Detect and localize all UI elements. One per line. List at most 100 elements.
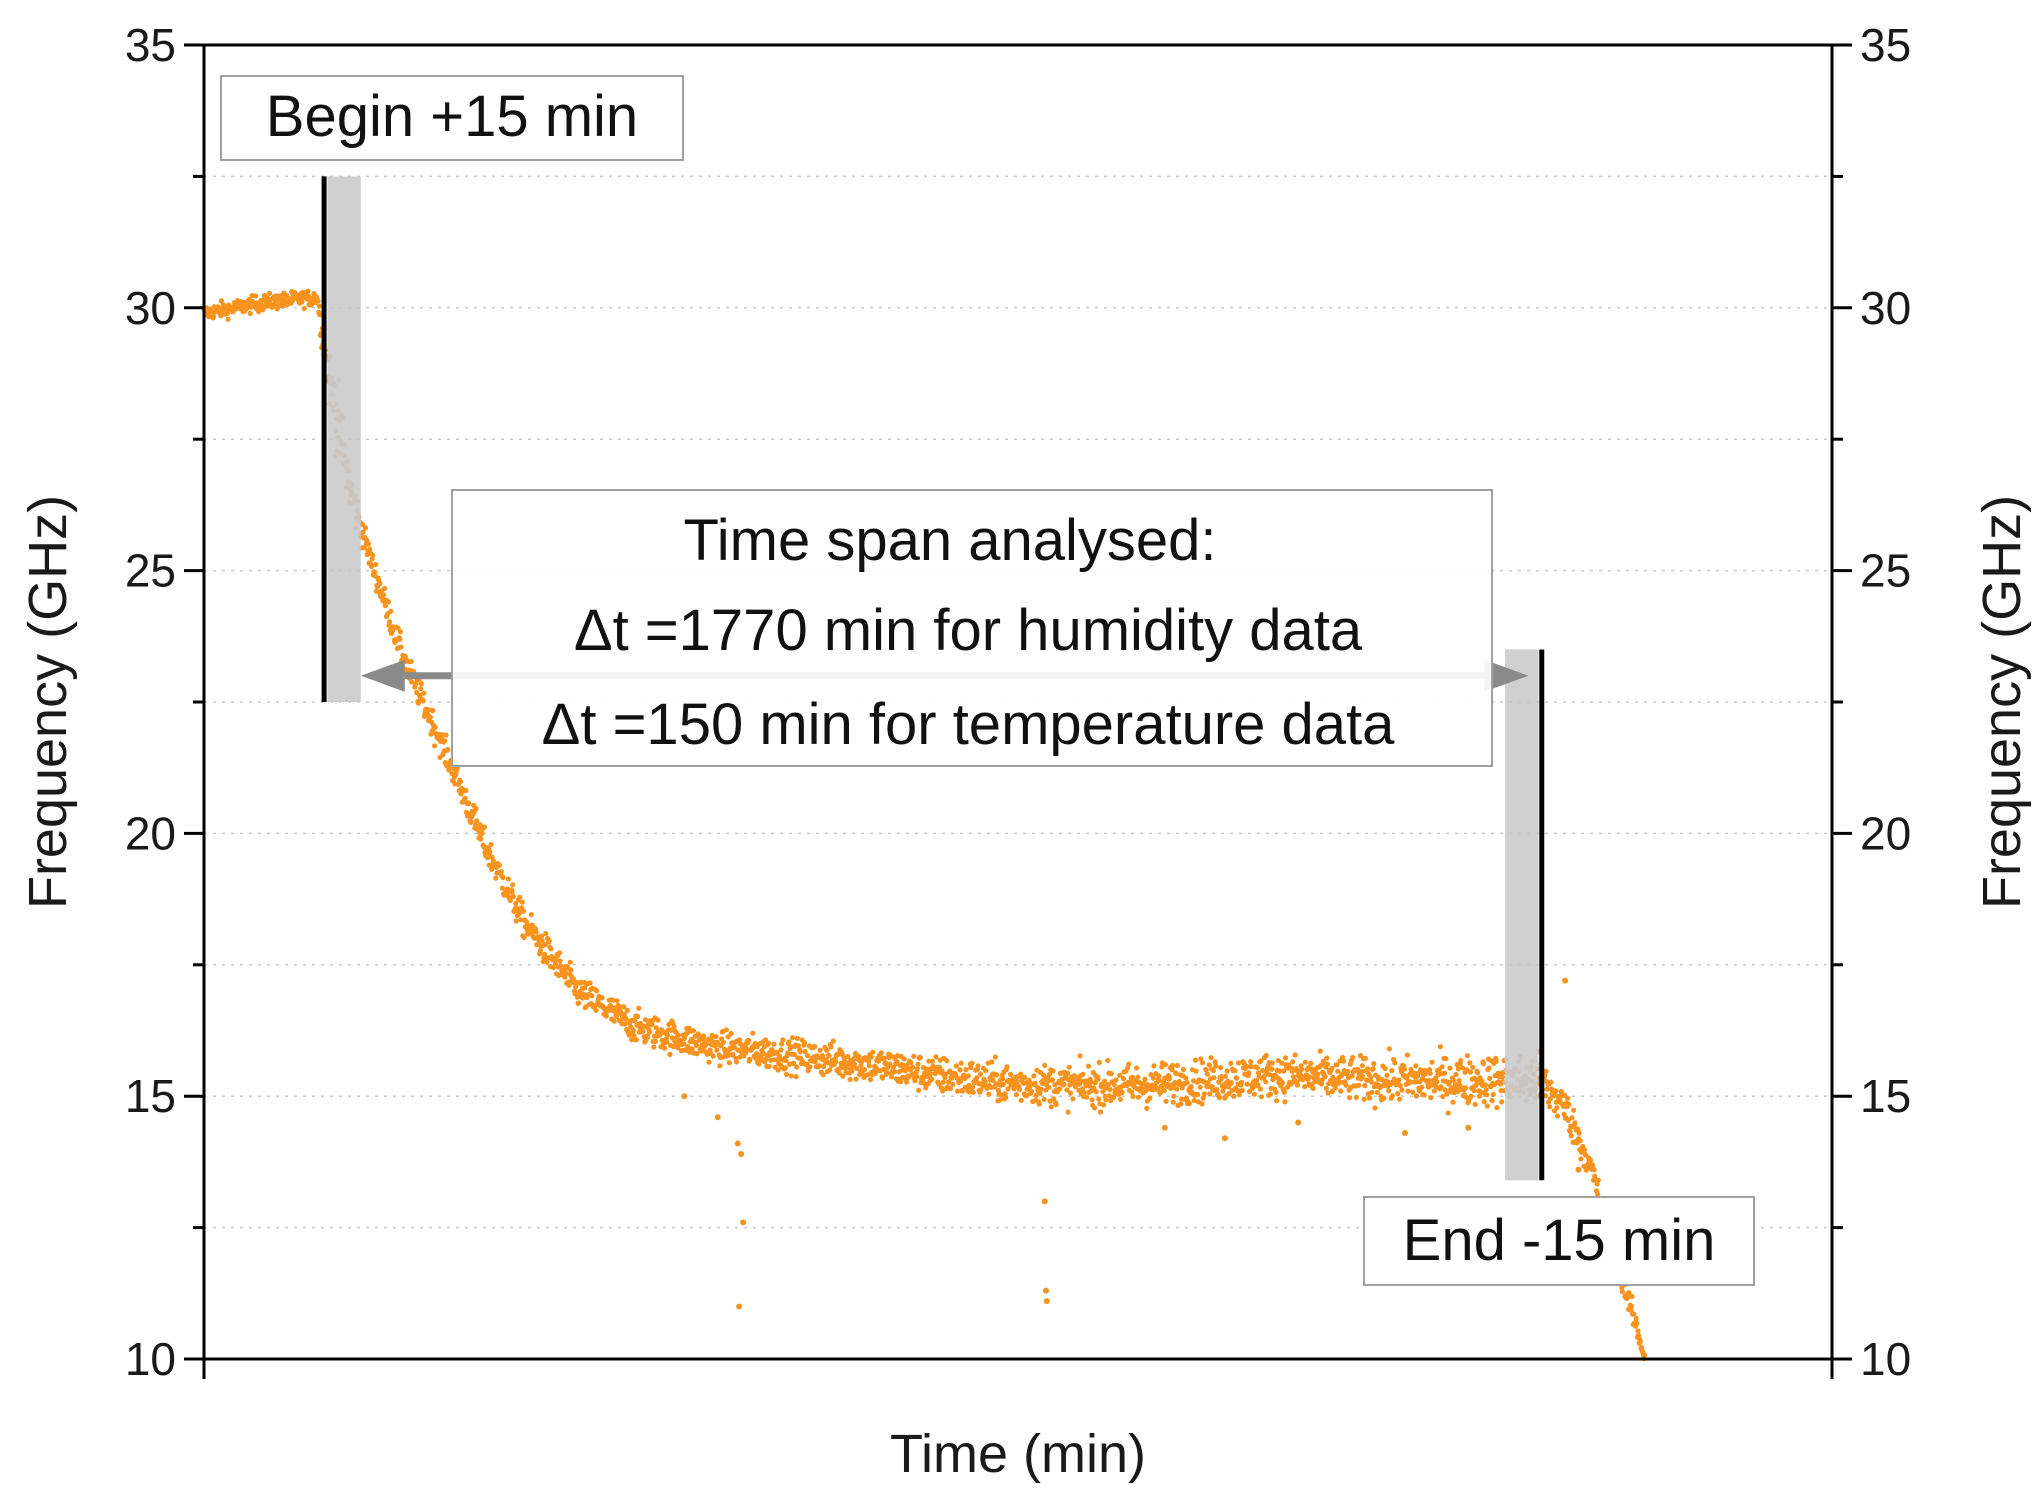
data-point [782, 1065, 788, 1071]
data-point [1000, 1081, 1006, 1088]
data-point [552, 961, 558, 967]
data-point [474, 818, 480, 824]
data-point [916, 1087, 922, 1093]
data-point [543, 930, 549, 937]
data-point [624, 1007, 630, 1014]
data-point [1456, 1078, 1462, 1084]
data-point [1066, 1064, 1072, 1070]
x-axis-title: Time (min) [890, 1424, 1146, 1484]
data-point [1396, 1077, 1402, 1083]
data-point [1120, 1076, 1126, 1082]
data-point [640, 1028, 646, 1034]
data-point [1317, 1048, 1323, 1054]
data-point [1416, 1088, 1422, 1094]
data-point [1254, 1077, 1260, 1084]
data-point [593, 1007, 599, 1014]
data-point [1041, 1096, 1047, 1102]
data-point [218, 313, 224, 319]
data-point [1575, 1126, 1581, 1132]
data-point [1499, 1099, 1505, 1105]
data-point [737, 1037, 743, 1043]
data-point [1565, 1095, 1571, 1101]
data-point [1359, 1068, 1365, 1075]
data-point [385, 599, 391, 605]
data-point [824, 1047, 830, 1053]
data-point [1170, 1099, 1176, 1105]
data-point [528, 912, 534, 918]
data-point [520, 908, 527, 914]
outlier-point [681, 1093, 688, 1100]
data-point [1048, 1104, 1054, 1110]
data-point [224, 310, 230, 316]
data-point [1486, 1065, 1492, 1071]
data-point [1347, 1095, 1353, 1101]
data-point [812, 1043, 818, 1050]
data-point [1174, 1062, 1180, 1069]
data-point [1105, 1082, 1111, 1088]
data-point [633, 1037, 640, 1043]
data-point [878, 1050, 885, 1056]
data-point [397, 629, 403, 635]
data-point [533, 929, 539, 935]
data-point [1042, 1062, 1048, 1068]
data-point [1310, 1085, 1316, 1092]
data-point [635, 1013, 641, 1020]
data-point [836, 1070, 842, 1076]
data-point [1374, 1089, 1380, 1095]
data-point [1147, 1095, 1153, 1101]
data-point [1349, 1073, 1355, 1079]
outlier-point [738, 1151, 745, 1158]
data-point [1263, 1079, 1269, 1085]
data-point [1471, 1088, 1477, 1094]
data-point [301, 306, 307, 312]
data-point [747, 1056, 753, 1062]
data-point [362, 525, 369, 531]
data-point [1306, 1074, 1313, 1080]
y-tick-label-left: 35 [125, 19, 176, 71]
data-point [468, 819, 474, 825]
data-point [1429, 1059, 1435, 1065]
y-tick-label-right: 15 [1860, 1070, 1911, 1122]
data-point [730, 1051, 736, 1057]
data-point [418, 686, 424, 692]
data-point [780, 1037, 786, 1043]
data-point [367, 546, 373, 552]
data-point [1089, 1097, 1095, 1103]
data-point [603, 1013, 609, 1019]
data-point [1636, 1332, 1642, 1338]
data-point [1421, 1092, 1427, 1098]
data-point [947, 1086, 954, 1092]
data-point [923, 1085, 929, 1091]
data-point [1368, 1079, 1374, 1085]
data-point [1091, 1105, 1098, 1111]
data-point [1553, 1088, 1559, 1094]
data-point [1100, 1089, 1106, 1095]
data-point [427, 714, 433, 720]
data-point [655, 1017, 661, 1023]
data-point [1379, 1077, 1385, 1083]
data-point [1431, 1088, 1437, 1094]
data-point [413, 680, 419, 687]
data-point [1228, 1060, 1234, 1066]
data-point [599, 995, 605, 1001]
data-point [854, 1065, 860, 1071]
data-point [1208, 1055, 1214, 1061]
data-point [488, 842, 494, 848]
data-point [1211, 1075, 1217, 1081]
data-point [408, 658, 414, 665]
data-point [797, 1049, 803, 1055]
data-point [1591, 1167, 1597, 1173]
data-point [1302, 1059, 1308, 1065]
data-point [1386, 1088, 1392, 1094]
data-point [1634, 1320, 1640, 1326]
data-point [1281, 1068, 1287, 1074]
outlier-point [740, 1219, 747, 1226]
data-point [1087, 1083, 1093, 1089]
data-point [1220, 1088, 1226, 1094]
data-point [982, 1079, 988, 1085]
outlier-point [1562, 977, 1569, 984]
time-markers [321, 176, 1545, 1181]
data-point [1064, 1087, 1070, 1093]
data-point [1221, 1084, 1227, 1090]
data-point [795, 1043, 802, 1049]
